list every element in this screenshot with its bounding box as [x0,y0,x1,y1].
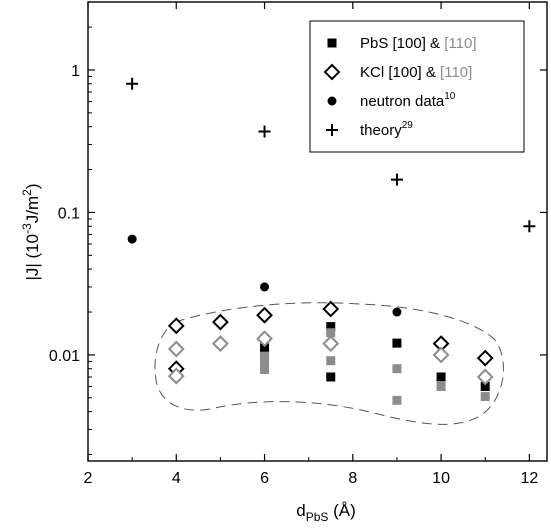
diamond-marker [256,330,273,348]
dashed-envelope [154,302,504,425]
square-marker [326,372,336,382]
diamond-marker [322,300,340,318]
legend-label-part: KCl [100] & [360,64,440,81]
square-marker [436,372,446,382]
square-marker [480,382,490,392]
legend-entry-label: neutron data10 [360,91,456,110]
y-tick-label: 0.01 [49,348,80,365]
legend-box [309,20,525,153]
diamond-marker [256,306,273,324]
x-tick-label: 2 [84,470,93,487]
legend: PbS [100] & [110]KCl [100] & [110]neutro… [309,20,525,153]
x-tick-label: 10 [432,470,450,487]
legend-label-part: [110] [440,64,472,81]
square-marker [260,343,270,353]
y-axis-title: |J| (10-3J/m2) [20,183,42,280]
x-tick-label: 8 [348,470,357,487]
plus-marker [326,124,338,136]
series-neutron-data [127,234,402,317]
square-marker [392,338,402,348]
axis-titles: dPbS (Å) |J| (10-3J/m2) [20,183,356,524]
series-pbs-110- [260,328,490,405]
diamond-marker [432,346,450,364]
x-axis-title: dPbS (Å) [296,501,356,524]
square-marker [326,322,336,332]
square-marker [260,351,270,361]
diamond-marker [323,63,341,81]
legend-label-part: theory [360,122,402,139]
plus-marker [390,173,403,186]
diamond-marker [476,349,494,367]
square-marker [260,358,270,368]
x-tick-label: 12 [520,470,538,487]
square-marker [392,395,402,405]
data-envelope [154,302,504,425]
legend-superscript: 29 [402,120,414,131]
legend-label-part: [110] [444,35,476,52]
x-tick-label: 4 [172,470,181,487]
legend-superscript: 10 [444,91,456,102]
plus-marker [126,77,139,90]
legend-entry-label: PbS [100] & [110] [360,35,476,52]
square-marker [436,382,446,392]
square-marker [480,392,490,402]
plus-marker [523,220,536,233]
plot-frame [87,1,548,462]
diamond-marker [211,313,229,331]
circle-marker [260,282,270,292]
legend-label-part: neutron data [360,93,445,110]
square-marker [326,328,336,338]
legend-label-part: PbS [100] & [360,35,444,52]
series-theory [126,77,536,233]
circle-marker [392,307,402,317]
diamond-marker [167,340,185,358]
x-tick-label: 6 [260,470,269,487]
circle-marker [127,234,137,244]
plus-marker [258,125,271,138]
circle-marker [327,96,337,106]
diamond-marker [167,317,185,335]
diamond-marker [476,368,494,386]
square-marker [392,364,402,374]
legend-entry-label: KCl [100] & [110] [360,64,472,81]
series-kcl-100- [167,300,494,378]
series-kcl-110- [167,330,494,386]
y-tick-label: 0.1 [58,205,80,222]
legend-entry-label: theory29 [360,120,413,139]
axis-ticks: 2 4 6 8 10 12 0.01 0.1 1 [49,1,547,487]
diamond-marker [322,335,340,353]
diamond-marker [167,367,185,385]
square-marker [260,364,270,374]
square-marker [326,356,336,366]
series-pbs-100- [260,322,490,392]
square-marker [327,38,337,48]
data-marks [126,77,536,405]
diamond-marker [211,335,229,353]
y-tick-label: 1 [71,63,80,80]
